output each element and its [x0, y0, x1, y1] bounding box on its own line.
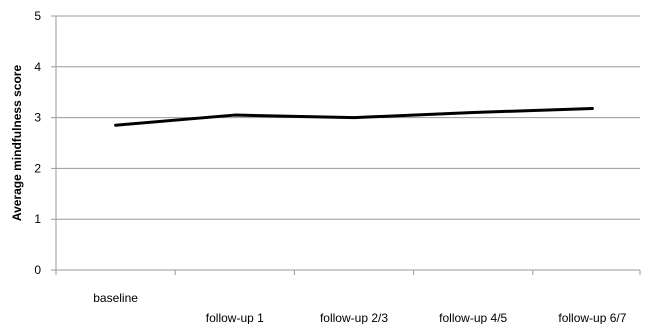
x-tick-label: follow-up 2/3 — [320, 311, 388, 324]
axes — [51, 15, 641, 275]
data-point — [234, 114, 236, 116]
y-tick-label: 5 — [34, 9, 41, 23]
series — [114, 106, 594, 127]
x-tick-label: follow-up 6/7 — [558, 311, 626, 324]
data-point — [591, 107, 593, 109]
y-tick-label: 4 — [34, 60, 41, 74]
data-point — [115, 124, 117, 126]
y-tick-label: 1 — [34, 212, 41, 226]
y-tick-label: 0 — [34, 263, 41, 277]
x-tick-label: baseline — [93, 291, 138, 305]
tick-labels: 0 1 2 3 4 5 baseline follow-up 1 follow-up 2/3 fo… — [34, 9, 626, 324]
data-point — [353, 117, 355, 119]
x-tick-label: follow-up 4/5 — [439, 311, 507, 324]
data-point — [472, 112, 474, 114]
series-line — [114, 106, 594, 127]
y-tick-label: 2 — [34, 161, 41, 175]
y-axis-title: Average mindfulness score — [10, 65, 24, 222]
x-tick-label: follow-up 1 — [206, 311, 264, 324]
y-tick-label: 3 — [34, 111, 41, 125]
